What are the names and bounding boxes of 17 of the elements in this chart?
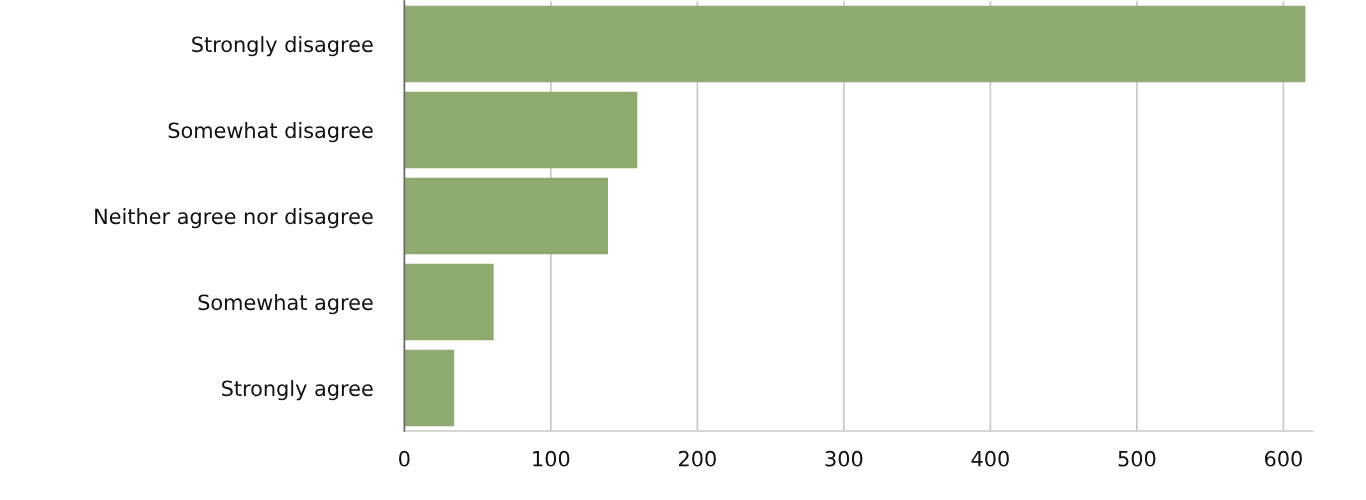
x-tick-label: 400 (971, 450, 1009, 467)
y-tick-label: Somewhat agree (198, 294, 373, 315)
x-tick-label: 0 (399, 450, 410, 467)
y-tick-label: Strongly disagree (192, 36, 373, 57)
bar (404, 263, 494, 341)
x-tick-label: 500 (1118, 450, 1156, 467)
y-tick-label: Neither agree nor disagree (95, 208, 373, 229)
bar (404, 177, 608, 255)
x-tick-label: 100 (533, 450, 570, 467)
bar (404, 5, 1306, 83)
y-tick-label: Somewhat disagree (168, 122, 373, 143)
bar (404, 91, 638, 169)
bar (404, 349, 455, 427)
x-tick-label: 200 (679, 450, 716, 467)
x-tick-label: 600 (1265, 450, 1302, 467)
x-tick-label: 300 (825, 450, 863, 467)
y-tick-label: Strongly agree (222, 380, 373, 401)
